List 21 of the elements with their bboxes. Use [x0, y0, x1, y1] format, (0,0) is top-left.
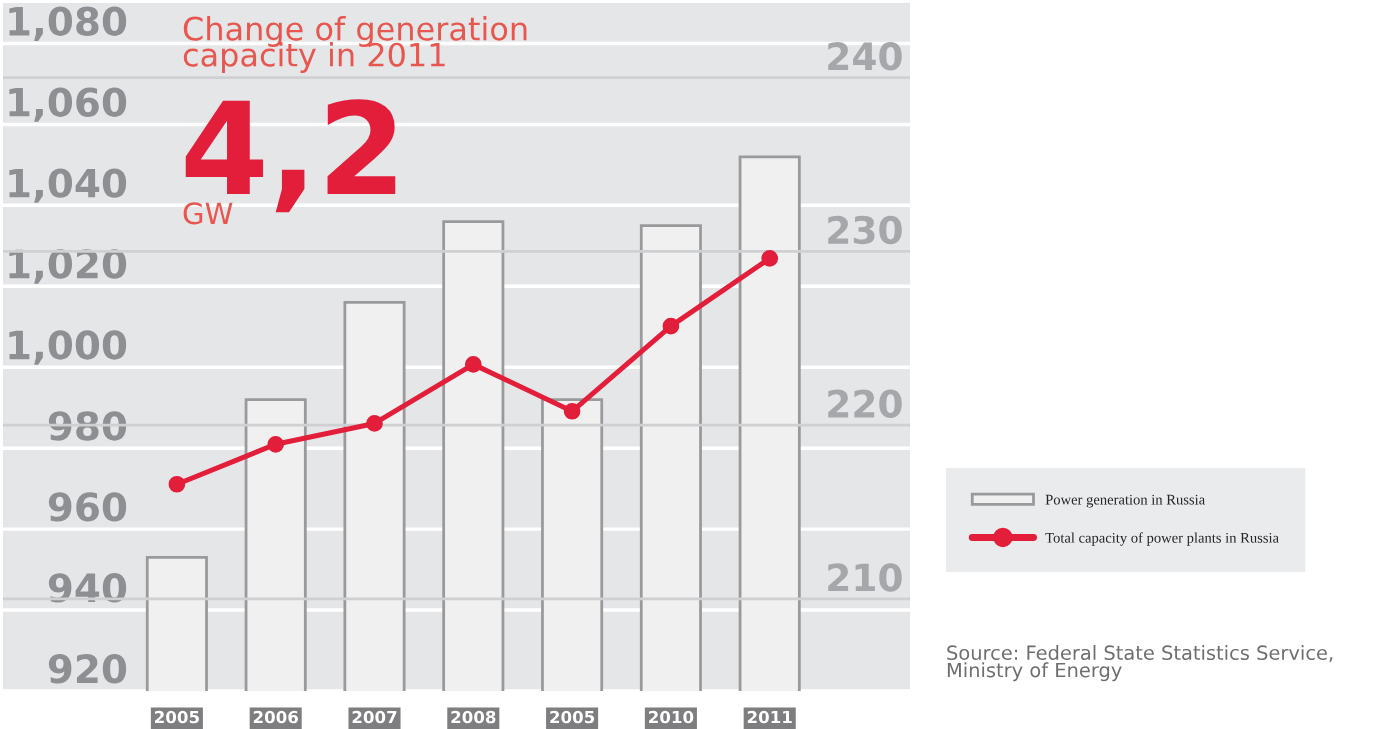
y-tick-label: 1,000: [9, 330, 127, 365]
x-tick-label: 2005: [550, 710, 595, 724]
legend-label: Power generation in Russia: [1045, 494, 1205, 508]
y2-tick-label: 230: [828, 215, 902, 245]
y-tick-label: 1,080: [9, 6, 127, 41]
x-tick-label: 2007: [352, 710, 397, 724]
x-tick-label: 2005: [155, 710, 199, 724]
source-note: Source: Federal State Statistics Service, Ministry of Energy: [947, 645, 1333, 682]
legend-label: Total capacity of power plants in Russia: [1045, 532, 1279, 546]
y-tick-label: 920: [48, 654, 127, 684]
x-tick-label: 2006: [253, 710, 298, 724]
x-tick-label: 2011: [747, 710, 792, 724]
y2-tick-label: 210: [828, 563, 902, 592]
y2-tick-label: 240: [828, 42, 902, 71]
x-tick-label: 2010: [649, 710, 694, 724]
y-tick-label: 960: [48, 492, 127, 522]
y-tick-label: 1,040: [9, 168, 127, 203]
y-tick-label: 1,060: [9, 87, 127, 122]
annotation: Change of generation capacity in 2011: [183, 16, 527, 73]
y2-tick-label: 220: [828, 389, 902, 418]
x-tick-label: 2008: [451, 710, 496, 724]
